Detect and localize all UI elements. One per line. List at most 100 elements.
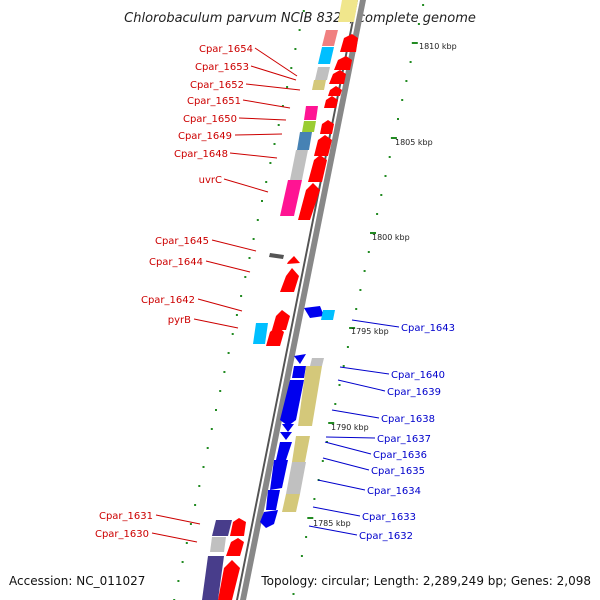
gene-label-uvrC[interactable]: uvrC bbox=[199, 175, 222, 186]
gene-label-Cpar_1642[interactable]: Cpar_1642 bbox=[141, 295, 195, 306]
inner-track-tick bbox=[252, 238, 255, 240]
inner-track-tick bbox=[177, 580, 180, 582]
scale-major-tick bbox=[307, 517, 314, 519]
gene-Cpar_1632[interactable] bbox=[282, 494, 300, 512]
gene-Cpar_1643[interactable] bbox=[304, 306, 324, 318]
gene-Cpar_1634[interactable] bbox=[270, 460, 288, 490]
gene-arrow[interactable] bbox=[308, 155, 327, 182]
inner-track-tick bbox=[215, 409, 217, 411]
gene-Cpar_1644[interactable] bbox=[280, 268, 299, 292]
scale-minor-tick bbox=[359, 289, 362, 291]
gene-arrow[interactable] bbox=[320, 120, 334, 134]
scale-minor-tick bbox=[367, 251, 370, 253]
gene-label-Cpar_1651[interactable]: Cpar_1651 bbox=[187, 96, 241, 107]
gene-feature[interactable] bbox=[297, 132, 312, 150]
gene-Cpar_1642[interactable] bbox=[253, 323, 268, 344]
gene-label-Cpar_1644[interactable]: Cpar_1644 bbox=[149, 257, 203, 268]
gene-label-Cpar_1631[interactable]: Cpar_1631 bbox=[99, 511, 153, 522]
gene-arrow[interactable] bbox=[218, 560, 240, 600]
gene-Cpar_1631[interactable] bbox=[212, 520, 232, 536]
gene-feature[interactable] bbox=[315, 67, 330, 80]
gene-Cpar_1640[interactable] bbox=[292, 366, 306, 378]
gene-label-Cpar_1634[interactable]: Cpar_1634 bbox=[367, 486, 421, 497]
gene-label-Cpar_1632[interactable]: Cpar_1632 bbox=[359, 531, 413, 542]
gene-arrow[interactable] bbox=[324, 96, 338, 108]
gene-Cpar_1638[interactable] bbox=[298, 366, 322, 426]
gene-feature[interactable] bbox=[321, 310, 335, 320]
inner-track-tick bbox=[181, 561, 184, 563]
scale-minor-tick bbox=[417, 23, 420, 25]
gene-label-pyrB[interactable]: pyrB bbox=[168, 315, 191, 326]
gene-arrow[interactable] bbox=[334, 56, 352, 70]
inner-track-tick bbox=[273, 143, 276, 145]
gene-Cpar_1636[interactable] bbox=[280, 432, 292, 440]
gene-arrow[interactable] bbox=[314, 135, 332, 156]
gene-feature[interactable] bbox=[338, 0, 358, 22]
gene-feature[interactable] bbox=[312, 80, 326, 90]
gene-feature[interactable] bbox=[310, 358, 324, 366]
scale-label-1810: 1810 kbp bbox=[419, 42, 457, 51]
gene-arrow[interactable] bbox=[298, 183, 320, 220]
inner-track-tick bbox=[227, 352, 230, 354]
gene-feature[interactable] bbox=[286, 462, 306, 494]
gene-uvrC[interactable] bbox=[280, 180, 302, 216]
gene-arrow[interactable] bbox=[294, 354, 306, 364]
gene-feature[interactable] bbox=[304, 106, 318, 120]
gene-arrow[interactable] bbox=[280, 380, 304, 426]
gene-Cpar_1644-tip[interactable] bbox=[287, 256, 300, 264]
scale-label-1800: 1800 kbp bbox=[372, 233, 410, 242]
gene-label-Cpar_1638[interactable]: Cpar_1638 bbox=[381, 414, 435, 425]
gene-arrow[interactable] bbox=[226, 538, 244, 556]
gene-label-Cpar_1648[interactable]: Cpar_1648 bbox=[174, 149, 228, 160]
gene-arrow[interactable] bbox=[329, 70, 346, 84]
map-title: Chlorobaculum parvum NCIB 8327, complete… bbox=[124, 11, 476, 26]
gene-arrow[interactable] bbox=[230, 518, 246, 536]
gene-label-Cpar_1649[interactable]: Cpar_1649 bbox=[178, 131, 232, 142]
gene-feature[interactable] bbox=[318, 47, 334, 64]
inner-track-tick bbox=[231, 333, 234, 335]
gene-Cpar_1633[interactable] bbox=[260, 510, 278, 528]
gene-feature[interactable] bbox=[290, 150, 308, 180]
gene-arrow[interactable] bbox=[266, 490, 280, 510]
gene-arrow[interactable] bbox=[272, 310, 290, 330]
inner-track-tick bbox=[219, 390, 222, 392]
gene-label-Cpar_1654[interactable]: Cpar_1654 bbox=[199, 44, 253, 55]
inner-track-tick bbox=[248, 257, 251, 259]
gene-pyrB[interactable] bbox=[266, 326, 284, 346]
gene-label-Cpar_1652[interactable]: Cpar_1652 bbox=[190, 80, 244, 91]
gene-arrow[interactable] bbox=[340, 34, 358, 52]
gene-label-Cpar_1637[interactable]: Cpar_1637 bbox=[377, 434, 431, 445]
gene-feature[interactable] bbox=[292, 436, 310, 462]
gene-label-Cpar_1645[interactable]: Cpar_1645 bbox=[155, 236, 209, 247]
inner-track-tick bbox=[189, 523, 192, 525]
gene-label-Cpar_1636[interactable]: Cpar_1636 bbox=[373, 450, 427, 461]
gene-feature[interactable] bbox=[302, 121, 316, 132]
gene-label-Cpar_1639[interactable]: Cpar_1639 bbox=[387, 387, 441, 398]
gene-label-Cpar_1653[interactable]: Cpar_1653 bbox=[195, 62, 249, 73]
inner-track-tick bbox=[302, 10, 305, 12]
gene-label-Cpar_1635[interactable]: Cpar_1635 bbox=[371, 466, 425, 477]
scale-major-tick bbox=[349, 327, 356, 329]
gene-feature[interactable] bbox=[322, 30, 338, 46]
gene-Cpar_1635[interactable] bbox=[276, 442, 292, 460]
scale-minor-tick bbox=[405, 80, 408, 82]
scale-minor-tick bbox=[292, 593, 295, 595]
scale-label-1795: 1795 kbp bbox=[351, 327, 389, 336]
inner-track-tick bbox=[277, 124, 280, 126]
inner-track-tick bbox=[194, 504, 197, 506]
gene-label-Cpar_1630[interactable]: Cpar_1630 bbox=[95, 529, 149, 540]
gene-Cpar_1630[interactable] bbox=[202, 556, 224, 600]
gene-label-Cpar_1643[interactable]: Cpar_1643 bbox=[401, 323, 455, 334]
gene-feature[interactable] bbox=[210, 537, 226, 552]
gene-label-Cpar_1633[interactable]: Cpar_1633 bbox=[362, 512, 416, 523]
scale-minor-tick bbox=[334, 403, 337, 405]
gene-Cpar_1637[interactable] bbox=[282, 424, 294, 432]
gene-label-Cpar_1650[interactable]: Cpar_1650 bbox=[183, 114, 237, 125]
gene-arrow[interactable] bbox=[328, 86, 342, 96]
gene-Cpar_1645[interactable] bbox=[269, 253, 284, 259]
gene-label-Cpar_1640[interactable]: Cpar_1640 bbox=[391, 370, 445, 381]
inner-track-tick bbox=[269, 162, 272, 164]
left-gene-labels: Cpar_1654 Cpar_1653 Cpar_1652 Cpar_1651 … bbox=[95, 44, 301, 543]
scale-minor-tick bbox=[338, 384, 341, 386]
